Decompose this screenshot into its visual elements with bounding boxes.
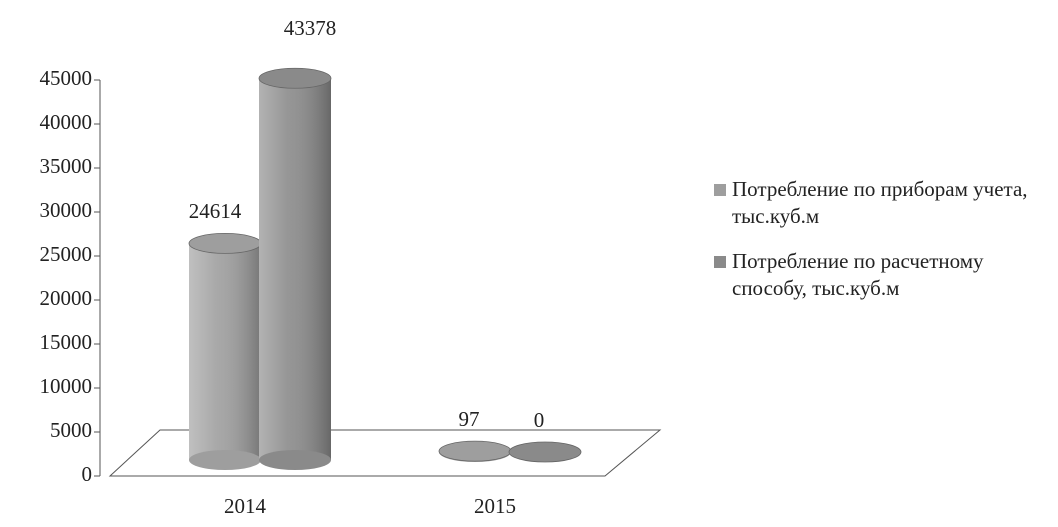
bar-shade xyxy=(259,78,331,461)
x-tick-label: 2014 xyxy=(224,494,267,518)
y-tick-label: 15000 xyxy=(40,330,93,354)
value-label: 0 xyxy=(534,408,545,432)
legend-item: Потребление по расчетному способу, тыс.к… xyxy=(712,248,1057,302)
value-label: 97 xyxy=(459,407,480,431)
bar-bottom xyxy=(189,450,261,470)
legend-label: Потребление по расчетному способу, тыс.к… xyxy=(732,249,984,300)
legend-label: Потребление по приборам учета, тыс.куб.м xyxy=(732,177,1028,228)
bar xyxy=(438,440,512,462)
legend-swatch xyxy=(714,256,726,268)
bar-top xyxy=(438,440,512,462)
legend-swatch xyxy=(714,184,726,196)
y-tick-label: 0 xyxy=(82,462,93,486)
bar xyxy=(188,232,262,470)
y-tick-label: 40000 xyxy=(40,110,93,134)
bar-shade xyxy=(189,243,261,460)
bar xyxy=(258,67,332,470)
legend-item: Потребление по приборам учета, тыс.куб.м xyxy=(712,176,1057,230)
bar-bottom xyxy=(259,450,331,470)
x-tick-label: 2015 xyxy=(474,494,516,518)
y-tick-label: 30000 xyxy=(40,198,93,222)
bar-top xyxy=(258,67,332,89)
bar-top xyxy=(188,232,262,254)
y-tick-label: 45000 xyxy=(40,66,93,90)
floor xyxy=(108,429,662,477)
bar-top xyxy=(508,441,582,463)
y-tick-label: 25000 xyxy=(40,242,93,266)
y-tick-label: 35000 xyxy=(40,154,93,178)
value-label: 24614 xyxy=(189,199,242,223)
y-tick-label: 10000 xyxy=(40,374,93,398)
bar xyxy=(508,441,582,463)
value-label: 43378 xyxy=(284,16,337,40)
y-tick-label: 5000 xyxy=(50,418,92,442)
legend: Потребление по приборам учета, тыс.куб.м… xyxy=(712,176,1057,320)
y-tick-label: 20000 xyxy=(40,286,93,310)
